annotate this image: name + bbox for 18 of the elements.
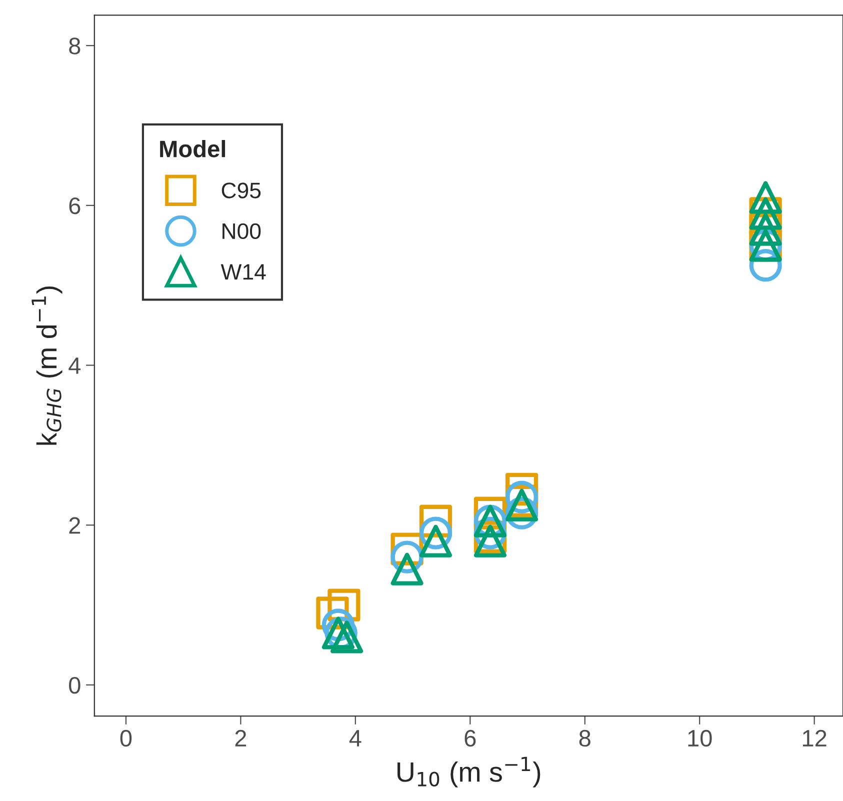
y-axis-title: k$_{GHG}$ (m d$^{−1}$) xyxy=(32,286,62,445)
x-tick-label: 2 xyxy=(235,730,246,746)
legend-label: N00 xyxy=(222,223,261,240)
x-tick-label: 6 xyxy=(464,730,476,747)
x-tick-label: 0 xyxy=(120,730,132,747)
x-tick-label: 8 xyxy=(579,730,590,747)
x-tick-label: 4 xyxy=(349,730,362,746)
legend-label: C95 xyxy=(222,182,261,198)
y-tick-label: 2 xyxy=(69,517,80,534)
y-tick-label: 6 xyxy=(69,197,80,214)
y-tick-label: 8 xyxy=(69,38,80,54)
x-tick-label: 10 xyxy=(688,730,712,747)
legend-title: Model xyxy=(160,140,226,158)
y-tick-label: 4 xyxy=(68,358,81,374)
x-axis-title: U$_{10}$ (m s$^{−1}$) xyxy=(398,756,540,788)
x-tick-label: 12 xyxy=(802,730,826,746)
legend-label: W14 xyxy=(220,264,266,280)
y-tick-label: 0 xyxy=(69,676,80,694)
